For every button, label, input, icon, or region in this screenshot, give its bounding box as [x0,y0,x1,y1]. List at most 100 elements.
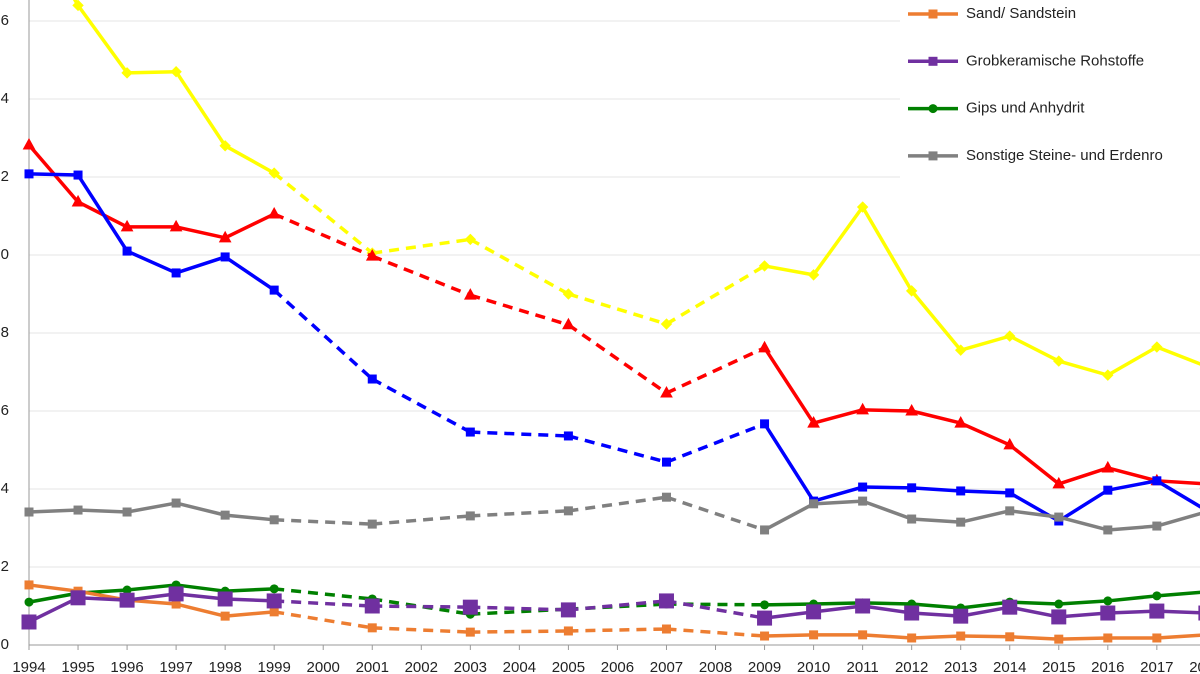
marker [907,514,917,524]
line-segment [175,255,226,275]
y-tick-label: 4 [1,480,9,497]
marker [122,507,132,517]
y-tick-label: 10 [0,246,9,263]
marker [24,597,34,607]
marker [268,167,280,179]
marker [121,67,133,79]
line-segment [77,596,128,602]
line-segment [764,610,814,620]
marker [904,605,920,621]
marker [463,288,477,300]
marker [1152,591,1162,601]
marker [73,170,83,180]
marker [858,482,868,492]
line-segment [1058,611,1108,619]
dashed-segment [568,602,667,611]
line-segment [1156,511,1200,528]
marker [809,630,819,640]
series [24,580,1200,644]
marker [218,230,232,243]
line-segment [911,486,961,493]
line-segment [813,485,864,503]
x-tick-label: 1997 [159,659,192,674]
legend-box [900,0,1200,179]
line-segment [76,174,129,253]
dashed-segment [274,599,373,608]
line-segment [175,583,226,593]
marker [462,599,478,615]
line-segment [1058,636,1108,641]
x-tick-label: 2002 [405,659,438,674]
line-segment [1107,524,1157,532]
dashed-segment [273,171,374,255]
line-segment [175,225,226,240]
marker [856,402,869,415]
marker [1102,369,1114,381]
x-tick-label: 1995 [61,659,94,674]
dashed-segment [469,237,570,296]
marker [928,151,938,161]
line-segment [960,509,1011,524]
dashed-segment [665,422,766,464]
marker [170,65,182,78]
line-segment [1107,479,1158,492]
marker [365,249,379,261]
marker [563,506,573,516]
y-tick-label: 8 [1,324,9,341]
marker [119,592,135,608]
line-segment [174,70,227,147]
marker [1002,599,1018,615]
marker [563,626,573,636]
dashed-segment [371,254,471,297]
y-tick-label: 16 [0,12,9,29]
line-segment [1009,509,1059,519]
marker [217,591,233,607]
x-tick-label: 2016 [1091,659,1124,674]
marker [807,416,820,428]
dashed-segment [470,605,569,612]
series [22,137,1200,489]
line-segment [862,604,912,615]
x-tick-label: 2015 [1042,659,1075,674]
x-tick-label: 2004 [503,659,536,674]
line-segment [224,610,275,618]
marker [1052,476,1066,489]
line-segment [813,601,863,606]
x-tick-label: 2007 [650,659,683,674]
line-segment [175,501,226,517]
marker [169,219,183,232]
marker [171,498,181,508]
line-segment [1155,479,1200,509]
marker [1005,632,1015,642]
line-segment [862,633,912,640]
marker [928,56,938,66]
x-tick-label: 1998 [208,659,241,674]
dashed-segment [666,627,765,638]
marker [71,194,85,207]
line-segment [862,499,913,521]
marker [219,140,231,152]
marker [22,137,36,150]
line-segment [862,485,912,490]
dashed-segment [665,346,766,395]
marker [661,492,671,502]
marker [1053,355,1065,367]
y-tick-label: 6 [1,402,9,419]
series [21,586,1200,630]
line-segment [225,597,275,603]
line-segment [72,0,80,7]
marker [1152,521,1162,531]
marker [956,517,966,527]
line-segment [911,409,962,425]
marker [367,623,377,633]
marker [953,608,969,624]
line-segment [960,600,1010,610]
marker [24,507,34,517]
line-segment [175,592,226,601]
line-segment [763,422,816,503]
x-tick-label: 2014 [993,659,1026,674]
marker [758,340,771,353]
marker [760,525,770,535]
y-tick-label: 12 [0,168,9,185]
marker [1152,476,1162,486]
